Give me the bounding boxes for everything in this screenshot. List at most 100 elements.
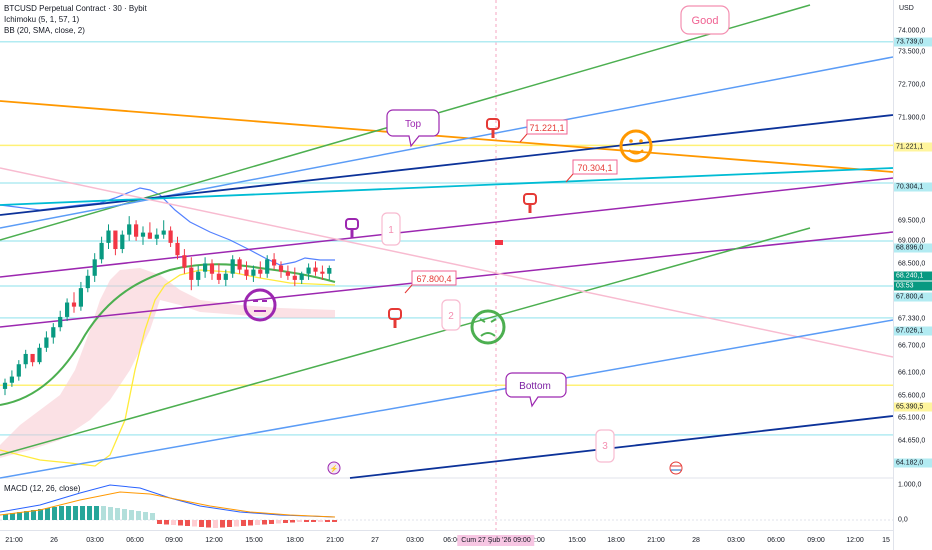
good-callout: [680, 5, 730, 35]
time-label: 15:00: [568, 537, 586, 544]
macd-legend[interactable]: MACD (12, 26, close): [4, 484, 81, 493]
price-label: 69.500,0: [898, 217, 926, 225]
candle-body: [223, 273, 228, 280]
price-chart-canvas[interactable]: Good Top Bottom 71.221,1 70.304,1 67.800,4 1 2 3…: [0, 0, 893, 530]
macd-histogram-bar: [143, 512, 148, 520]
macd-line: [0, 484, 336, 518]
macd-histogram-bar: [206, 520, 211, 528]
candle-body: [313, 267, 318, 272]
chart-legend: BTCUSD Perpetual Contract · 30 · Bybit I…: [4, 3, 147, 36]
time-label: 03:00: [406, 537, 424, 544]
macd-histogram-bar: [150, 513, 155, 520]
macd-histogram-bar: [66, 506, 71, 520]
price-label: 65.100,0: [898, 414, 926, 422]
candle-body: [2, 382, 8, 389]
time-label: 12:00: [846, 537, 864, 544]
neutral-face-icon: [243, 288, 277, 322]
candle-body: [175, 242, 180, 256]
happy-face-icon: [629, 139, 633, 143]
candle-body: [161, 230, 166, 235]
price-tag: 71.221,1: [894, 142, 932, 152]
time-label: 09:00: [807, 537, 825, 544]
bollinger-upper-line: [0, 187, 335, 266]
price-label: 64.650,0: [898, 437, 926, 445]
trend-line: [0, 319, 893, 479]
candle-body: [327, 267, 332, 274]
macd-histogram-bar: [129, 510, 134, 520]
candle-body: [265, 259, 270, 274]
price-tag: 73.739,0: [894, 37, 932, 47]
last-price-tag: 68.240,1: [894, 271, 932, 281]
macd-histogram-bar: [213, 520, 218, 528]
angry-face-icon: [480, 332, 496, 337]
top-callout: [386, 109, 440, 148]
price-scale[interactable]: USD 74.000,0 73.500,0 72.700,0 71.900,0 …: [893, 0, 932, 550]
time-axis[interactable]: 21:00 26 03:00 06:00 09:00 12:00 15:00 1…: [0, 530, 893, 550]
macd-histogram-bar: [325, 520, 330, 522]
macd-histogram-bar: [255, 520, 260, 525]
price-tag: 65.390,5: [894, 402, 932, 412]
macd-histogram-bar: [38, 509, 43, 520]
bottom-label: Bottom: [519, 381, 551, 392]
number-2-label: 2: [448, 311, 454, 322]
trend-line: [0, 100, 893, 173]
candle-body: [285, 271, 290, 276]
macd-histogram-bar: [59, 506, 64, 520]
candle-body: [189, 267, 194, 280]
macd-histogram-bar: [3, 514, 8, 520]
macd-histogram-bar: [241, 520, 246, 526]
happy-face-icon: [639, 139, 643, 143]
macd-histogram-bar: [234, 520, 239, 527]
currency-label[interactable]: USD: [899, 5, 914, 12]
price-label: 69.000,0: [898, 237, 926, 245]
time-label: 12:00: [527, 537, 545, 544]
candle-body: [134, 224, 139, 237]
macd-histogram-bar: [17, 512, 22, 520]
candle-body: [320, 271, 325, 274]
candle-body: [37, 347, 42, 363]
level-box: [411, 270, 457, 286]
macd-histogram-bar: [136, 511, 141, 520]
candle-body: [292, 275, 297, 280]
ichimoku-legend[interactable]: Ichimoku (5, 1, 57, 1): [4, 15, 80, 24]
happy-face-icon: [628, 149, 644, 155]
candle-body: [9, 376, 14, 383]
macd-histogram-bar: [304, 520, 309, 522]
macd-histogram-bar: [80, 506, 85, 520]
level-pointer: [404, 284, 413, 294]
candle-body: [237, 259, 242, 270]
level-box: [526, 119, 568, 135]
macd-histogram-bar: [269, 520, 274, 524]
macd-histogram-bar: [52, 507, 57, 520]
candle-body: [278, 265, 284, 272]
angry-face-icon: [479, 318, 486, 323]
number-1-label: 1: [388, 225, 394, 236]
symbol-title[interactable]: BTCUSD Perpetual Contract · 30 · Bybit: [4, 4, 147, 13]
candle-body: [182, 255, 187, 268]
candle-body: [244, 269, 249, 276]
macd-histogram-bar: [178, 520, 183, 526]
time-label: 28: [692, 537, 700, 544]
macd-histogram-bar: [87, 506, 92, 520]
bollinger-legend[interactable]: BB (20, SMA, close, 2): [4, 26, 85, 35]
time-label: 21:00: [5, 537, 23, 544]
macd-histogram-bar: [31, 510, 36, 520]
candle-body: [106, 230, 111, 243]
time-label: 06:00: [443, 537, 461, 544]
price-tag: 67.800,4: [894, 292, 932, 302]
candle-body: [140, 232, 146, 237]
macd-scale-label: 1.000,0: [898, 481, 922, 489]
level-box: [572, 159, 618, 175]
price-tag: 64.182,0: [894, 458, 932, 468]
number-box: [595, 429, 615, 463]
candle-body: [154, 234, 159, 239]
price-tag: 67.026,1: [894, 326, 932, 336]
level-70304-label: 70.304,1: [577, 163, 612, 173]
ichimoku-base-line: [0, 263, 336, 406]
bar-countdown: 03:53: [894, 281, 932, 291]
time-label: 03:00: [727, 537, 745, 544]
trend-line: [0, 167, 893, 206]
candle-body: [168, 230, 173, 243]
macd-histogram-bar: [164, 520, 169, 525]
